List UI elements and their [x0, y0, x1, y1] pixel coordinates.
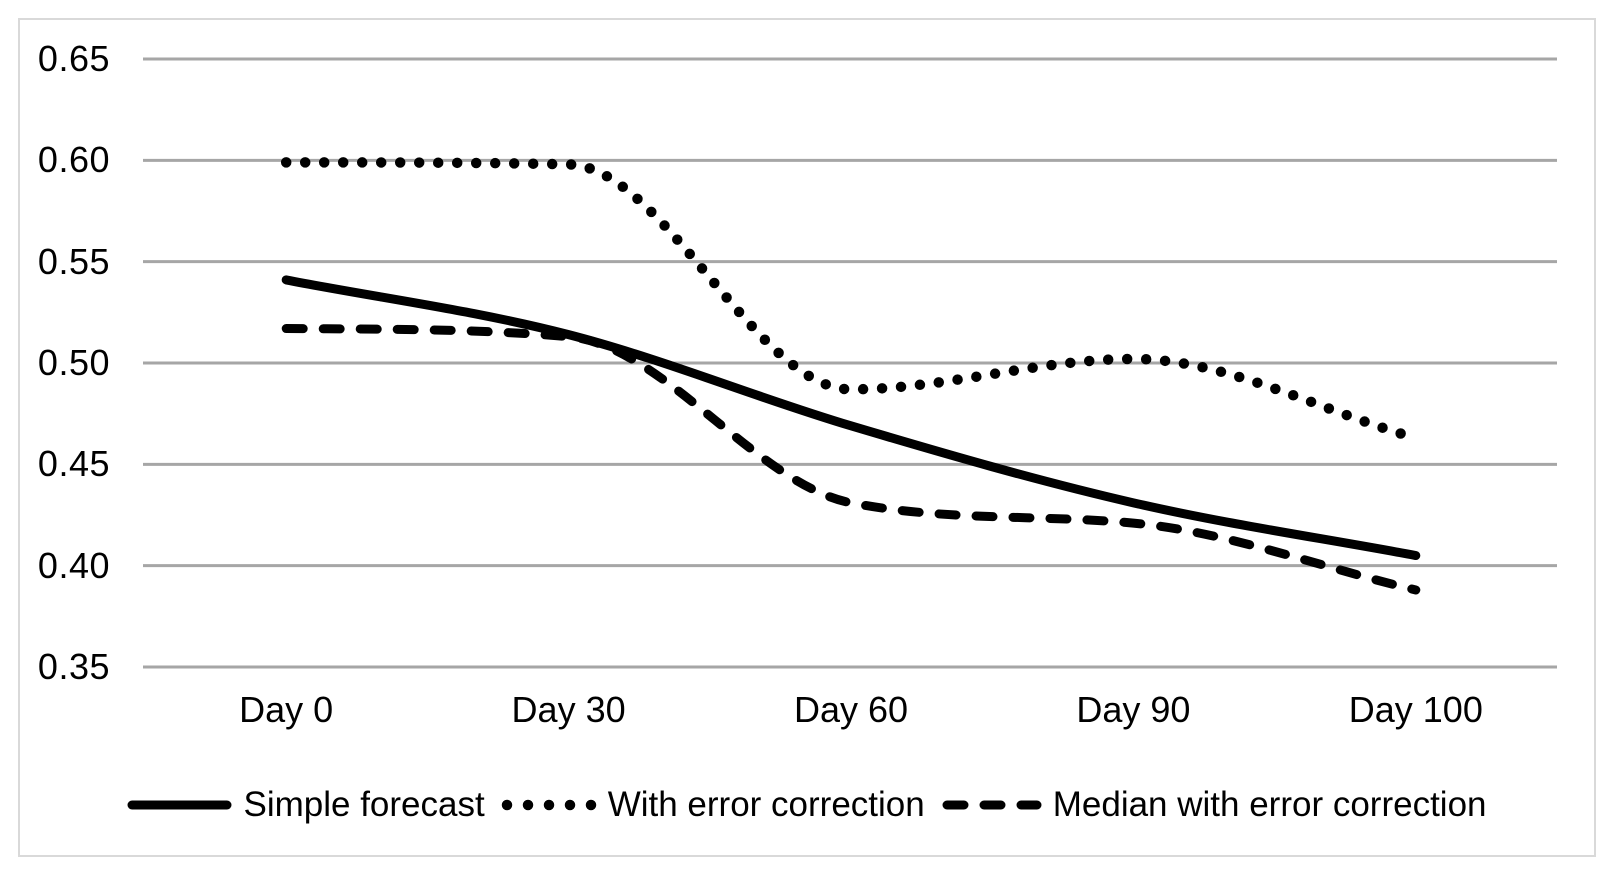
x-tick-label: Day 30	[511, 689, 626, 730]
legend-item-with-error-correction: With error correction	[501, 785, 925, 825]
y-tick-label: 0.40	[37, 544, 110, 586]
dashed-line-swatch-icon	[942, 800, 1042, 810]
y-tick-label: 0.35	[37, 646, 110, 687]
x-tick-label: Day 100	[1348, 689, 1483, 730]
legend: Simple forecast With error correction Me…	[0, 781, 1613, 829]
legend-item-simple-forecast: Simple forecast	[126, 785, 485, 825]
y-tick-label: 0.55	[37, 240, 110, 282]
series-line-with-error-correction	[280, 157, 1422, 444]
legend-item-median-with-error-correction: Median with error correction	[941, 785, 1487, 825]
y-tick-label: 0.60	[37, 139, 110, 181]
dotted-line-swatch-icon	[501, 799, 597, 811]
x-tick-label: Day 60	[793, 689, 909, 730]
y-tick-label: 0.65	[37, 38, 110, 79]
x-tick-label: Day 90	[1076, 689, 1191, 730]
legend-label: Simple forecast	[243, 785, 485, 824]
legend-label: Median with error correction	[1052, 785, 1487, 824]
chart-border	[18, 18, 1596, 857]
solid-line-swatch-icon	[127, 800, 232, 810]
legend-label: With error correction	[607, 785, 925, 824]
x-tick-label: Day 0	[239, 689, 334, 730]
y-tick-label: 0.50	[37, 342, 110, 383]
y-tick-label: 0.45	[37, 443, 110, 485]
series-line-median-with-error-correction	[281, 324, 1421, 595]
series-line-simple-forecast	[281, 275, 1421, 561]
